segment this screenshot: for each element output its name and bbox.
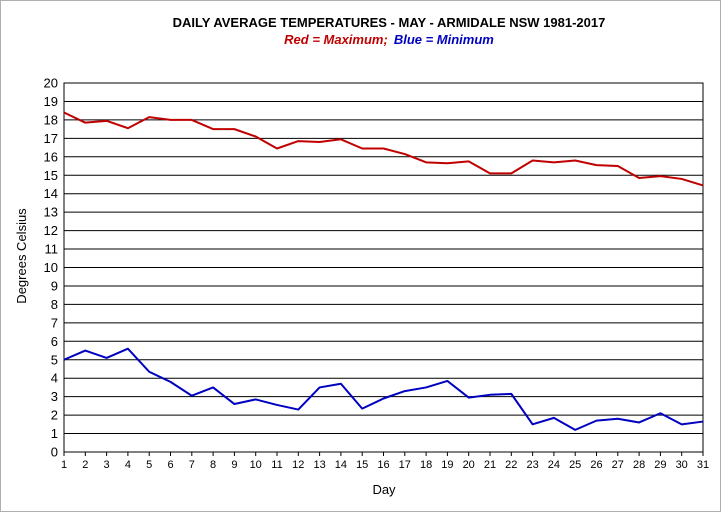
y-tick-label: 20 [44,76,58,91]
x-tick-label: 3 [104,459,110,471]
x-tick-label: 7 [189,459,195,471]
y-tick-label: 8 [51,297,58,312]
x-tick-label: 24 [548,459,560,471]
subtitle-blue-word: Blue [394,32,422,47]
y-tick-label: 17 [44,131,58,146]
x-tick-label: 6 [167,459,173,471]
y-tick-label: 12 [44,223,58,238]
y-tick-label: 15 [44,168,58,183]
chart-title: DAILY AVERAGE TEMPERATURES - MAY - ARMID… [173,15,606,30]
x-tick-label: 22 [505,459,517,471]
subtitle-blue-rest: = Minimum [422,32,494,47]
subtitle-red-rest: = Maximum; [309,32,388,47]
x-tick-label: 19 [441,459,453,471]
x-tick-label: 17 [399,459,411,471]
x-tick-label: 16 [377,459,389,471]
x-tick-label: 31 [697,459,709,471]
x-tick-label: 11 [271,459,282,471]
y-tick-label: 18 [44,112,58,127]
x-tick-label: 30 [676,459,688,471]
y-tick-label: 6 [51,334,58,349]
x-tick-label: 28 [633,459,645,471]
x-tick-label: 23 [526,459,538,471]
x-tick-label: 12 [292,459,304,471]
y-tick-label: 5 [51,352,58,367]
y-tick-label: 13 [44,205,58,220]
x-tick-label: 1 [61,459,67,471]
x-tick-label: 14 [335,459,347,471]
x-tick-label: 26 [590,459,602,471]
x-tick-label: 27 [612,459,624,471]
subtitle-red-word: Red [284,32,310,47]
series-group [63,111,704,431]
x-tick-label: 15 [356,459,368,471]
series-line-maximum [63,111,704,187]
x-tick-label: 20 [463,459,475,471]
x-tick-label: 25 [569,459,581,471]
x-tick-label: 29 [654,459,666,471]
x-axis-label: Day [372,482,396,497]
x-tick-label: 2 [82,459,88,471]
y-tick-label: 14 [44,186,58,201]
y-tick-label: 3 [51,389,58,404]
y-tick-label: 16 [44,149,58,164]
x-tick-label: 18 [420,459,432,471]
x-tick-label: 9 [231,459,237,471]
y-tick-label: 11 [45,242,59,257]
x-tick-label: 21 [484,459,496,471]
y-tick-label: 9 [51,278,58,293]
y-tick-label: 19 [44,94,58,109]
x-tick-label: 5 [146,459,152,471]
x-axis-ticks: 1 2 3 4 5 6 7 8 9 10 11 12 13 14 15 16 17 18 19 20 21 22 23 24 2… [61,452,709,471]
y-tick-label: 4 [51,371,58,386]
x-tick-label: 4 [125,459,131,471]
series-line-minimum [63,347,704,431]
y-tick-label: 0 [51,445,58,460]
y-axis-label: Degrees Celsius [14,208,29,304]
grid-lines [64,82,703,453]
y-tick-label: 10 [44,260,58,275]
x-tick-label: 10 [250,459,262,471]
y-tick-label: 2 [51,408,58,423]
y-tick-label: 7 [51,315,58,330]
x-tick-label: 8 [210,459,216,471]
chart-subtitle: Red = Maximum; Blue = Minimum [284,32,494,47]
y-tick-label: 1 [51,426,58,441]
x-tick-label: 13 [313,459,325,471]
